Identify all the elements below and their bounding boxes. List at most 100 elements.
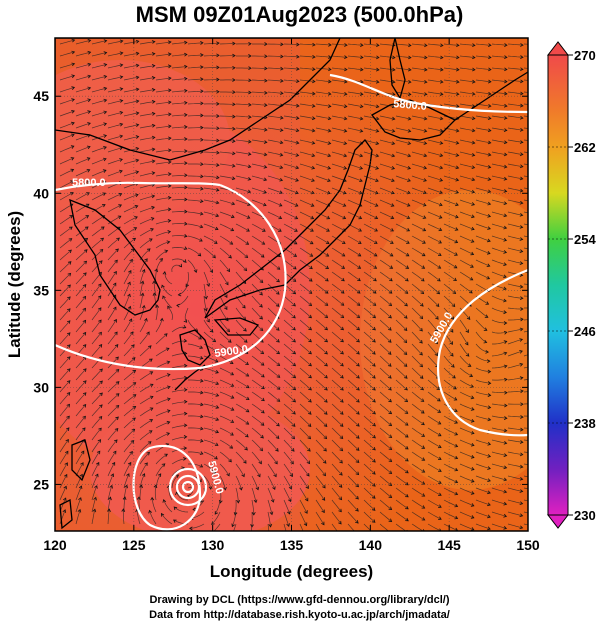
streamline-arrowhead: [504, 390, 508, 395]
streamline: [427, 223, 442, 231]
streamline: [491, 331, 507, 334]
streamline: [443, 151, 459, 156]
streamline: [395, 151, 411, 157]
streamline-arrowhead: [372, 290, 377, 294]
streamline-arrowhead: [245, 241, 250, 245]
streamline: [213, 523, 221, 531]
streamline-arrowhead: [261, 409, 265, 414]
streamline-arrowhead: [119, 99, 124, 103]
streamline: [219, 379, 234, 387]
streamline: [203, 451, 218, 460]
streamline: [187, 235, 203, 242]
streamline-arrowhead: [471, 202, 476, 206]
streamline-arrowhead: [269, 511, 274, 516]
streamline-arrowhead: [132, 417, 136, 422]
streamline: [315, 307, 328, 318]
streamline: [379, 271, 393, 282]
streamline-arrowhead: [438, 468, 442, 472]
streamline-arrowhead: [536, 249, 539, 252]
streamline: [171, 401, 187, 405]
streamline: [75, 226, 89, 237]
streamline: [283, 523, 287, 531]
streamline-arrowhead: [246, 228, 250, 232]
streamline: [299, 319, 312, 331]
streamline-arrowhead: [419, 340, 423, 344]
streamline-arrowhead: [436, 290, 441, 295]
streamline-arrowhead: [466, 316, 471, 321]
streamline-arrowhead: [387, 363, 392, 367]
streamline-arrowhead: [231, 201, 236, 206]
streamline: [507, 511, 523, 517]
streamline-arrowhead: [268, 536, 271, 539]
streamline-arrowhead: [97, 439, 102, 443]
streamline-arrowhead: [276, 350, 280, 355]
streamline: [267, 367, 280, 378]
streamline: [283, 163, 299, 169]
streamline: [443, 175, 459, 181]
streamline-arrowhead: [199, 356, 204, 360]
streamline-arrowhead: [71, 74, 76, 79]
streamline: [123, 382, 136, 393]
streamline: [459, 187, 475, 193]
streamline-arrowhead: [503, 501, 508, 506]
streamline: [107, 158, 123, 165]
streamline-arrowhead: [135, 87, 140, 92]
streamline-arrowhead: [166, 397, 171, 402]
streamline: [139, 89, 155, 93]
streamline: [315, 235, 330, 244]
streamline: [427, 451, 442, 460]
streamline: [75, 427, 86, 441]
streamline: [507, 187, 523, 192]
streamline: [475, 175, 491, 180]
streamline: [507, 523, 523, 529]
streamline: [75, 249, 88, 261]
streamline-arrowhead: [279, 152, 284, 157]
streamline: [523, 523, 528, 526]
streamline: [459, 55, 475, 58]
streamline: [411, 451, 425, 461]
streamline-arrowhead: [144, 462, 148, 466]
streamline-arrowhead: [356, 326, 360, 331]
streamline: [187, 187, 204, 190]
streamline-arrowhead: [71, 38, 76, 43]
streamline: [411, 163, 427, 169]
streamline-arrowhead: [215, 200, 220, 205]
streamline: [395, 475, 409, 486]
streamline: [59, 284, 71, 297]
streamline-arrowhead: [167, 230, 172, 234]
streamline: [123, 171, 139, 177]
streamline-arrowhead: [93, 496, 97, 501]
streamline-arrowhead: [343, 116, 348, 121]
colorbar-tick-label: 246: [574, 324, 596, 339]
streamline-arrowhead: [455, 128, 460, 133]
streamline-arrowhead: [215, 213, 220, 218]
streamline: [251, 283, 263, 296]
streamline-arrowhead: [230, 535, 233, 538]
streamline-arrowhead: [421, 493, 426, 497]
streamline: [91, 332, 102, 345]
streamline: [59, 320, 71, 333]
streamline: [235, 451, 247, 464]
streamline: [427, 139, 443, 144]
streamline: [379, 211, 394, 219]
streamline-arrowhead: [471, 128, 476, 133]
streamline: [219, 235, 233, 245]
streamline-arrowhead: [100, 237, 104, 242]
streamline: [139, 383, 154, 393]
streamline-arrowhead: [503, 189, 508, 193]
streamline: [395, 79, 411, 83]
streamline: [507, 307, 523, 310]
streamline: [235, 199, 251, 206]
streamline-arrowhead: [135, 170, 140, 175]
streamline-arrowhead: [437, 456, 442, 460]
streamline: [139, 462, 148, 477]
streamline-arrowhead: [520, 79, 524, 84]
streamline-arrowhead: [434, 352, 439, 357]
streamline-arrowhead: [327, 104, 332, 108]
streamline-arrowhead: [279, 165, 284, 169]
streamline-arrowhead: [278, 215, 283, 220]
streamline-arrowhead: [152, 292, 157, 297]
streamline: [491, 403, 507, 406]
streamline-arrowhead: [103, 75, 108, 79]
streamline-arrowhead: [453, 277, 457, 282]
